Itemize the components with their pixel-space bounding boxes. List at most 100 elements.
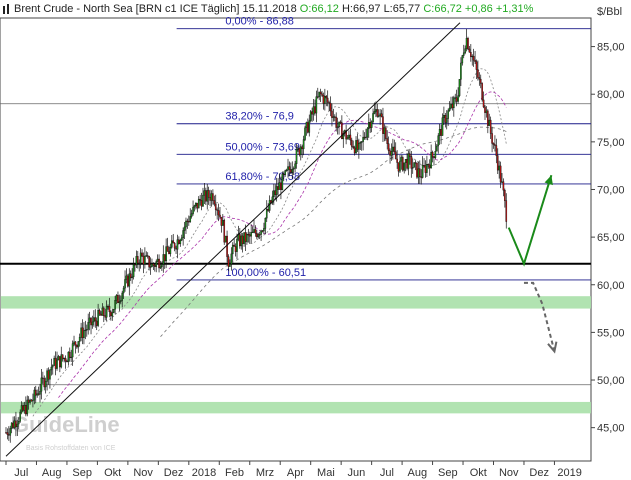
high-value: H:66,97 [341, 3, 381, 15]
trendline [5, 22, 461, 457]
candle-body [400, 157, 403, 162]
moving-average-slow [160, 126, 507, 337]
candle-body [230, 253, 233, 265]
candle-body [504, 189, 506, 201]
candle-body [311, 111, 313, 115]
candle-body [200, 200, 203, 207]
candle-body [27, 399, 30, 403]
candle-body [409, 153, 411, 157]
candle-body [505, 200, 508, 222]
candle-body [5, 432, 7, 434]
candle-body [119, 300, 122, 302]
candle-body [125, 275, 128, 280]
candle-body [81, 327, 84, 339]
candle-body [74, 341, 77, 346]
candle-body [25, 405, 27, 415]
candle-body [328, 102, 330, 104]
candle-body [352, 146, 355, 148]
candle-body [236, 238, 238, 252]
candle-body [424, 165, 427, 173]
candle-body [180, 237, 183, 241]
candle-body [46, 370, 48, 382]
candle-body [448, 107, 451, 111]
candle-body [172, 240, 175, 244]
candle-body [397, 162, 400, 172]
candle-body [162, 254, 165, 265]
candle-body [498, 165, 500, 171]
candle-body [51, 365, 54, 368]
candle-body [285, 169, 288, 172]
candle-body [260, 230, 262, 235]
candle-body [404, 159, 407, 164]
candle-body [124, 279, 126, 289]
candle-body [229, 263, 231, 267]
candle-body [10, 422, 13, 429]
x-tick-label: Nov [133, 467, 153, 479]
candle-body [219, 214, 221, 218]
candle-body [146, 255, 149, 257]
candle-body [70, 356, 72, 359]
candle-body [132, 264, 135, 278]
forecast-arrow-green [507, 174, 553, 267]
candle-body [13, 420, 16, 428]
candle-body [56, 359, 58, 369]
x-tick-label: Okt [470, 467, 487, 479]
candle-body [465, 38, 468, 49]
candle-body [304, 127, 306, 140]
candle-body [387, 143, 390, 152]
candle-body [43, 378, 46, 388]
candle-body [273, 190, 275, 198]
candle-body [227, 256, 230, 267]
support-zone [1, 296, 591, 309]
candle-body [267, 209, 269, 211]
candle-body [105, 305, 108, 318]
candle-body [358, 143, 360, 150]
x-tick-label: Mrz [256, 467, 274, 479]
candle-body [346, 137, 349, 140]
watermark-logo: GuideLine [12, 412, 120, 437]
candle-body [199, 198, 201, 201]
candle-body [433, 156, 435, 158]
candle-body [248, 234, 251, 237]
candle-body [209, 197, 211, 201]
candle-body [246, 234, 248, 242]
candle-body [233, 244, 235, 247]
low-value: L:65,77 [383, 3, 421, 15]
instrument-name: Brent Crude - North Sea [BRN c1 ICE Tägl… [14, 3, 240, 15]
candle-body [312, 106, 315, 115]
candle-body [460, 62, 462, 80]
candle-body [131, 276, 133, 279]
candle-body [16, 423, 19, 428]
candle-body [308, 120, 311, 133]
candle-body [212, 193, 214, 201]
candle-body [22, 405, 24, 411]
candle-body [17, 421, 20, 425]
candle-body [6, 432, 9, 435]
candle-body [366, 128, 369, 138]
candle-body [251, 231, 254, 234]
candle-body [457, 95, 459, 102]
candle-body [63, 357, 65, 360]
candle-body [350, 139, 353, 147]
candle-body [239, 234, 241, 247]
candle-body [496, 155, 499, 171]
candle-body [37, 393, 40, 395]
candle-body [202, 194, 204, 207]
candle-body [324, 96, 326, 104]
candle-body [165, 246, 167, 262]
candle-body [240, 235, 243, 247]
candle-body [338, 121, 340, 127]
candle-body [336, 126, 339, 128]
candle-body [112, 308, 115, 313]
candle-body [190, 213, 193, 217]
candle-body [158, 258, 160, 269]
candle-body [495, 145, 498, 156]
candle-body [83, 330, 85, 339]
candle-body [231, 244, 234, 255]
candle-body [287, 166, 289, 171]
candle-body [33, 389, 36, 401]
candle-body [149, 266, 152, 268]
candle-body [281, 173, 284, 190]
forecast-arrow-gray [523, 281, 556, 352]
